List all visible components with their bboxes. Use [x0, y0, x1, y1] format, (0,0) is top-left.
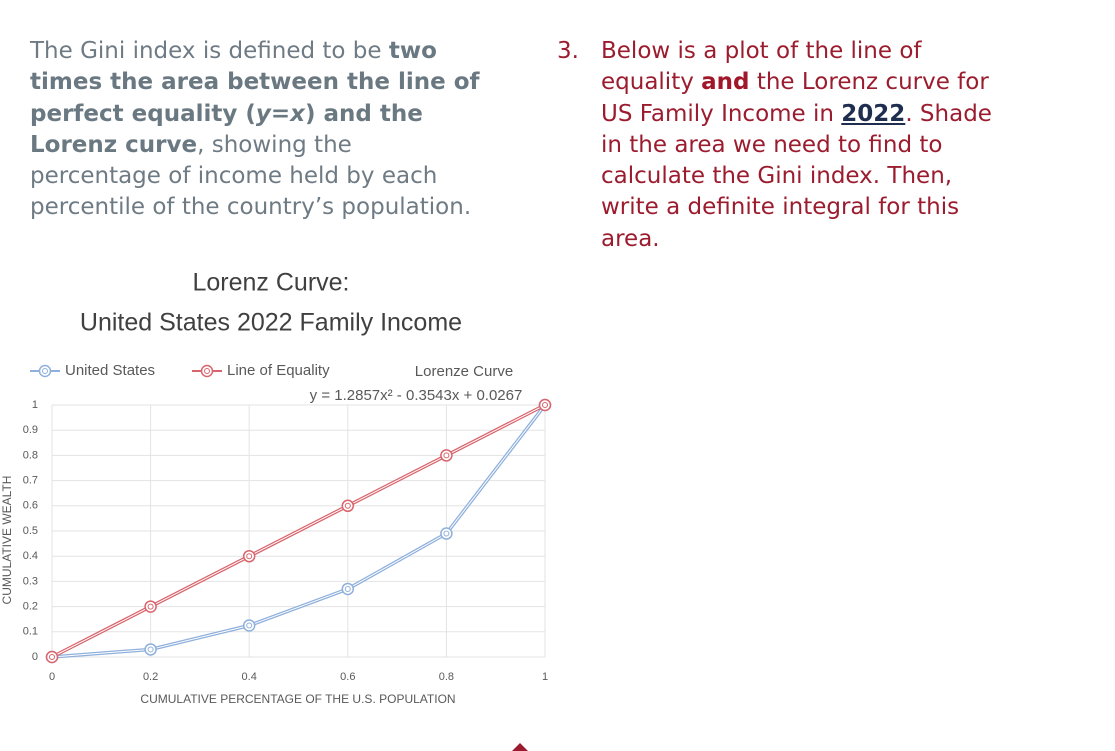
data-point [144, 643, 157, 656]
trendline-equation: y = 1.2857x² - 0.3543x + 0.0267 [310, 387, 523, 404]
decoration [512, 743, 528, 751]
data-point [144, 600, 157, 613]
y-tick-label: 0.3 [23, 575, 38, 587]
bold-text: two times the area between the line of p… [30, 38, 480, 158]
data-point-core [246, 553, 253, 560]
data-point-core [542, 402, 548, 408]
x-tick-label: 0.6 [340, 671, 355, 683]
left-text: The Gini index is defined to be two time… [30, 36, 480, 224]
text: , showing the percentage of income held … [30, 131, 472, 221]
y-tick-label: 0.5 [23, 525, 38, 537]
y-tick-label: 0.8 [23, 449, 38, 461]
data-point [440, 449, 453, 462]
x-tick-label: 0 [49, 671, 55, 683]
x-tick-label: 0.2 [143, 671, 158, 683]
y-axis-label: CUMULATIVE WEALTH [0, 476, 14, 605]
data-point-core [49, 654, 55, 660]
bold-text: and [701, 69, 750, 96]
data-point-core [147, 646, 154, 653]
legend-marker-core [204, 368, 210, 374]
data-point-core [344, 502, 351, 509]
text: the Lorenz curve for US Family Income in [601, 69, 989, 127]
y-tick-label: 0.9 [23, 424, 38, 436]
x-tick-label: 1 [542, 671, 548, 683]
y-tick-label: 0.1 [23, 626, 38, 638]
data-point [341, 582, 355, 596]
data-point [242, 549, 256, 563]
data-point-core [443, 452, 450, 459]
series-line-inner [51, 404, 546, 658]
trendline-label: Lorenze Curve [415, 363, 513, 380]
series-line-inner [51, 404, 546, 658]
data-point [440, 527, 453, 540]
chart-title: Lorenz Curve: [192, 269, 349, 297]
y-tick-label: 1 [32, 399, 38, 411]
data-point-core [147, 603, 154, 610]
legend-label: Line of Equality [227, 362, 330, 379]
right-text: Below is a plot of the line of equality … [601, 36, 1001, 255]
data-point-core [443, 530, 450, 537]
text: Below is a plot of the line of equality [601, 38, 922, 96]
y-tick-label: 0.7 [23, 475, 38, 487]
text: . Shade in the area we need to find to c… [601, 100, 992, 252]
data-point-core [344, 585, 351, 592]
x-tick-label: 0.8 [439, 671, 454, 683]
text: = [270, 100, 291, 127]
data-point [242, 619, 256, 632]
data-point [538, 398, 552, 412]
legend-marker [38, 364, 52, 378]
chart-subtitle: United States 2022 Family Income [80, 309, 462, 337]
y-tick-label: 0.6 [23, 500, 38, 512]
x-axis-label: CUMULATIVE PERCENTAGE OF THE U.S. POPULA… [140, 692, 455, 706]
text: two times the area between the line of p… [30, 38, 480, 127]
year: 2022 [841, 100, 906, 127]
item-number: 3. [557, 38, 579, 64]
text: x [290, 100, 306, 127]
x-tick-label: 0.4 [242, 671, 257, 683]
y-tick-label: 0.4 [23, 550, 38, 562]
data-point [45, 650, 59, 664]
text: The Gini index is defined to be [30, 38, 382, 64]
legend-marker-core [42, 368, 48, 374]
data-point [341, 499, 355, 513]
y-tick-label: 0.2 [23, 601, 38, 613]
y-tick-label: 0 [32, 651, 38, 663]
text: ) and the Lorenz curve [30, 100, 423, 158]
data-point-core [246, 622, 253, 629]
legend-label: United States [65, 362, 155, 379]
legend-marker [200, 364, 214, 378]
text: y [255, 100, 271, 127]
